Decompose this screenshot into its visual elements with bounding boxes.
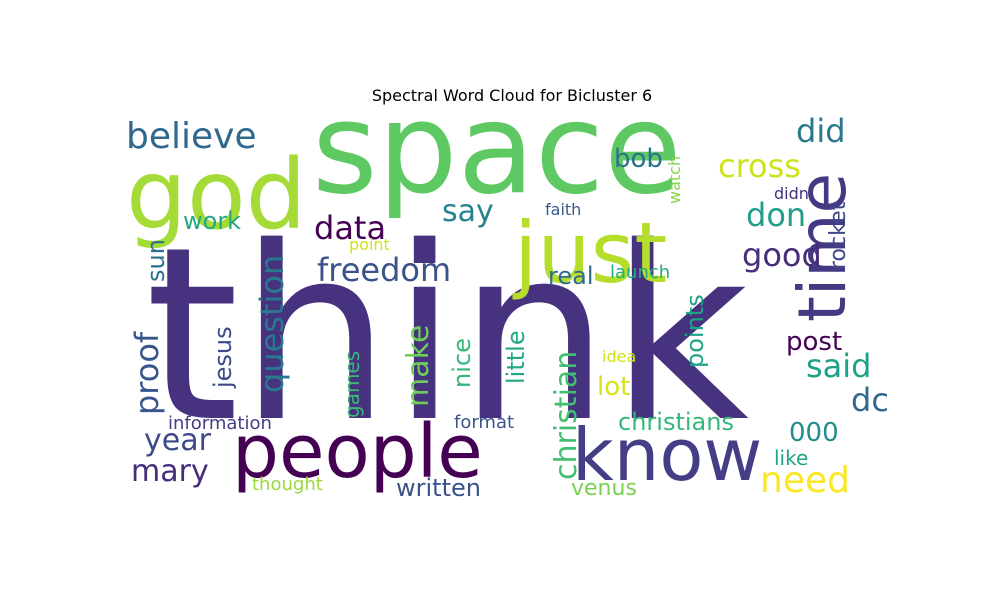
word-space: space — [312, 75, 682, 222]
word-people: people — [232, 409, 483, 495]
word-idea: idea — [602, 347, 636, 366]
word-like: like — [774, 446, 808, 470]
word-freedom: freedom — [317, 251, 451, 289]
word-sun: sun — [142, 239, 170, 282]
word-time: time — [784, 173, 861, 322]
word-dc: dc — [851, 381, 889, 419]
word-information: information — [168, 413, 272, 434]
word-god: god — [126, 139, 307, 251]
word-thought: thought — [252, 474, 323, 495]
word-believe: believe — [126, 116, 257, 157]
word-work: work — [183, 207, 241, 235]
word-data: data — [314, 209, 386, 247]
word-proof: proof — [128, 331, 166, 415]
word-say: say — [442, 194, 494, 229]
word-points: points — [681, 294, 709, 368]
word-launch: launch — [610, 262, 670, 283]
word-year: year — [144, 423, 212, 458]
word-post: post — [786, 327, 842, 357]
word-lot: lot — [597, 372, 630, 402]
word-just: just — [512, 204, 667, 302]
word-mary: mary — [131, 454, 209, 489]
word-think: think — [145, 195, 749, 475]
word-little: little — [502, 330, 530, 384]
chart-title: Spectral Word Cloud for Bicluster 6 — [372, 86, 652, 105]
word-christian: christian — [549, 351, 584, 480]
word-need: need — [760, 460, 850, 501]
word-point: point — [349, 235, 390, 254]
word-venus: venus — [571, 476, 637, 501]
word-000: 000 — [789, 418, 839, 448]
word-nice: nice — [448, 338, 476, 388]
word-bob: bob — [614, 144, 663, 174]
word-didn: didn — [774, 184, 809, 203]
word-good: good — [742, 236, 822, 274]
word-know: know — [572, 413, 762, 497]
word-question: question — [253, 255, 291, 393]
word-don: don — [746, 196, 806, 234]
word-format: format — [454, 412, 514, 433]
word-did: did — [796, 112, 846, 150]
word-faith: faith — [545, 200, 581, 219]
word-written: written — [396, 474, 481, 502]
word-real: real — [548, 262, 593, 290]
word-games: games — [340, 351, 364, 418]
word-watch: watch — [665, 156, 684, 204]
word-christians: christians — [618, 408, 734, 436]
word-said: said — [806, 347, 871, 385]
word-rocket: rocket — [826, 201, 851, 270]
word-cross: cross — [718, 147, 801, 185]
word-make: make — [401, 325, 436, 407]
word-jesus: jesus — [209, 326, 237, 389]
